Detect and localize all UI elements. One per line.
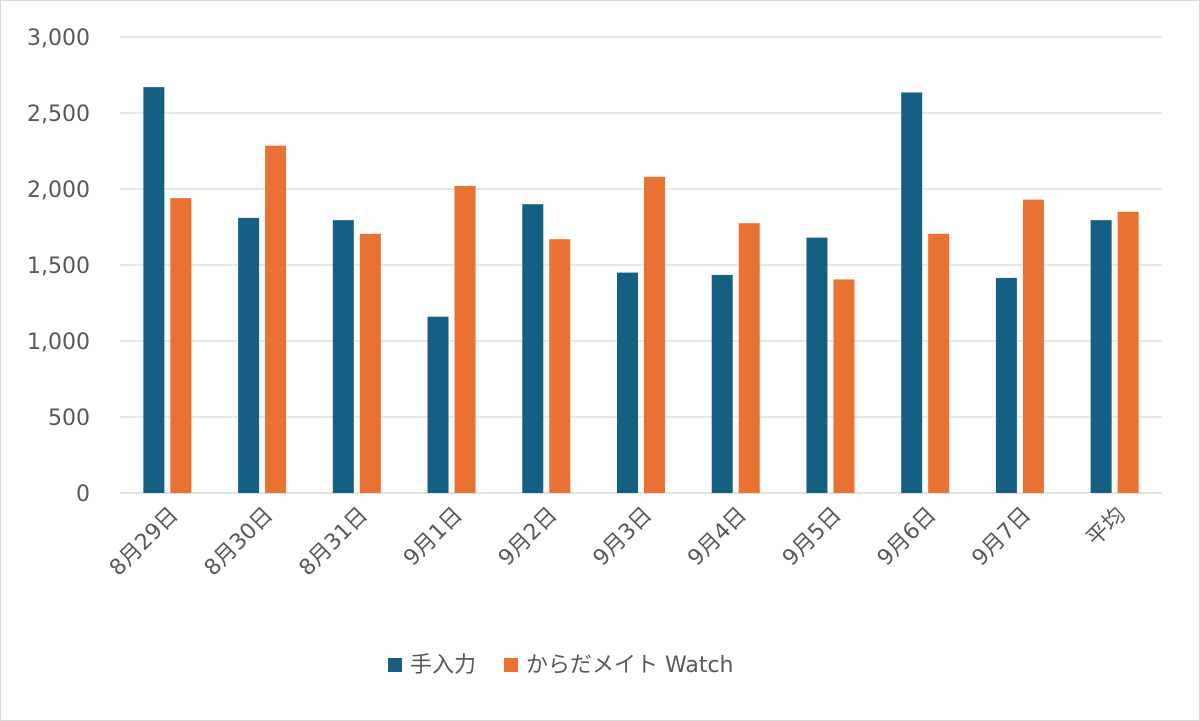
x-tick-label: 平均 [1082, 503, 1131, 552]
bar-manual [332, 220, 354, 493]
bar-watch [454, 185, 476, 493]
y-tick-label: 2,500 [27, 102, 90, 127]
legend-label: からだメイト Watch [526, 653, 734, 678]
legend-swatch [388, 658, 402, 672]
y-tick-label: 1,000 [27, 330, 90, 355]
bars [143, 87, 1139, 494]
bar-manual [711, 274, 733, 493]
y-axis-ticks: 0 500 1,000 1,500 2,000 2,500 3,000 [27, 26, 90, 507]
bar-watch [1117, 211, 1139, 494]
x-tick-label: 9月6日 [873, 503, 942, 572]
x-tick-label: 9月5日 [778, 503, 847, 572]
y-tick-label: 2,000 [27, 178, 90, 203]
gridlines [120, 36, 1162, 494]
x-tick-label: 9月1日 [399, 503, 468, 572]
x-tick-label: 9月4日 [683, 503, 752, 572]
legend-swatch [504, 658, 519, 672]
bar-watch [265, 145, 287, 493]
x-tick-label: 8月31日 [295, 503, 373, 581]
y-tick-label: 3,000 [27, 26, 90, 51]
x-tick-label: 8月30日 [200, 503, 278, 581]
x-tick-label: 9月2日 [494, 503, 563, 572]
bar-manual [1090, 220, 1112, 493]
x-tick-label: 9月7日 [968, 503, 1037, 572]
bar-watch [833, 279, 855, 493]
y-tick-label: 500 [48, 406, 90, 431]
bar-watch [738, 223, 760, 493]
bar-watch [170, 198, 192, 493]
y-tick-label: 1,500 [27, 254, 90, 279]
bar-manual [143, 87, 165, 493]
bar-watch [1022, 199, 1044, 493]
legend: 手入力 からだメイト Watch [388, 653, 734, 678]
bar-watch [928, 233, 950, 493]
bar-watch [359, 233, 381, 493]
y-tick-label: 0 [76, 482, 90, 507]
bar-manual [617, 272, 638, 493]
legend-label: 手入力 [410, 653, 476, 678]
bar-manual [806, 237, 828, 493]
bar-manual [995, 277, 1017, 493]
bar-watch [549, 239, 571, 493]
bar-manual [522, 204, 544, 493]
bar-manual [427, 316, 449, 493]
bar-watch [644, 176, 665, 493]
x-tick-label: 8月29日 [105, 503, 183, 581]
x-axis-ticks: 8月29日 8月30日 8月31日 9月1日 9月2日 9月3日 9月4日 9月5日 9月6日 9… [105, 503, 1131, 581]
bar-manual [901, 92, 923, 493]
bar-manual [238, 217, 260, 493]
x-tick-label: 9月3日 [589, 503, 658, 572]
